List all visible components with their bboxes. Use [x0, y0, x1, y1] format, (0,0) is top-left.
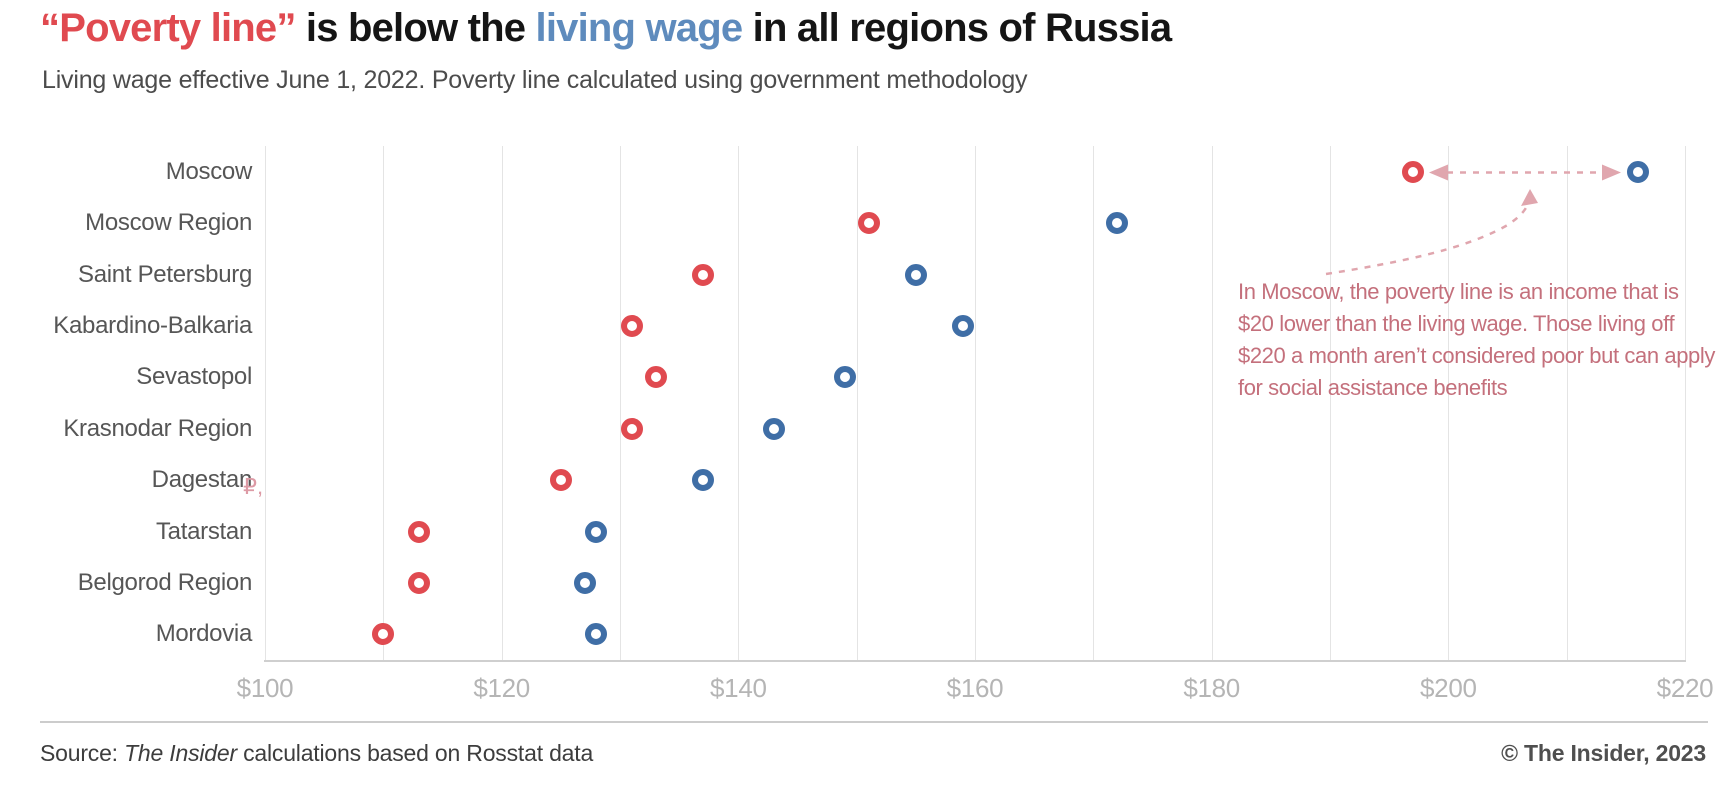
category-label-mordovia: Mordovia — [155, 620, 253, 648]
living-wage-dot-mordovia — [585, 623, 608, 646]
category-label-kabardino-balkaria: Kabardino-Balkaria — [53, 311, 252, 339]
poverty-line-dot-tatarstan — [407, 520, 430, 543]
living-wage-dot-belgorod-region — [573, 571, 596, 594]
category-label-dagestan: Dagestan — [151, 466, 253, 494]
category-label-krasnodar-region: Krasnodar Region — [63, 414, 252, 442]
poverty-line-dot-kabardino-balkaria — [620, 314, 643, 337]
poverty-line-dot-dagestan — [549, 469, 572, 492]
gridline-120 — [501, 146, 503, 660]
chart-subtitle: Living wage effective June 1, 2022. Pove… — [42, 66, 1028, 94]
stray-ruble-mark: ₽, — [243, 474, 264, 499]
category-label-moscow-region: Moscow Region — [85, 209, 252, 237]
title-poverty-segment: “Poverty line” — [40, 6, 296, 50]
x-tick-label-120: $120 — [473, 673, 530, 703]
moscow-annotation: In Moscow, the poverty line is an income… — [1238, 279, 1715, 400]
category-label-sevastopol: Sevastopol — [136, 363, 252, 391]
category-label-moscow: Moscow — [165, 157, 253, 185]
annotation-pointer-curve — [1325, 197, 1532, 276]
poverty-line-dot-saint-petersburg — [691, 263, 714, 286]
source-suffix: calculations based on Rosstat data — [236, 740, 594, 766]
poverty-line-dot-mordovia — [372, 623, 395, 646]
poverty-line-dot-moscow-region — [857, 212, 880, 235]
category-label-tatarstan: Tatarstan — [155, 517, 252, 545]
gridline-130 — [620, 146, 621, 660]
gridline-140 — [738, 146, 740, 660]
footer-divider — [40, 721, 1708, 723]
copyright: © The Insider, 2023 — [1501, 740, 1706, 766]
gridline-200 — [1448, 146, 1450, 660]
gridline-220 — [1685, 146, 1686, 660]
x-tick-label-220: $220 — [1656, 673, 1714, 703]
source-publisher: The Insider — [124, 740, 237, 766]
living-wage-dot-saint-petersburg — [904, 263, 927, 286]
gridline-180 — [1211, 146, 1213, 660]
living-wage-dot-sevastopol — [833, 366, 856, 389]
gridline-160 — [975, 146, 976, 660]
x-tick-label-100: $100 — [236, 673, 294, 703]
poverty-line-dot-krasnodar-region — [620, 417, 643, 440]
gridline-110 — [383, 146, 385, 660]
living-wage-dot-moscow — [1626, 160, 1649, 183]
living-wage-dot-krasnodar-region — [762, 417, 785, 440]
gridline-170 — [1093, 146, 1095, 660]
source-prefix: Source: — [40, 740, 125, 766]
poverty-line-dot-sevastopol — [644, 366, 667, 389]
category-label-belgorod-region: Belgorod Region — [77, 568, 253, 596]
annotation-pointer-head-icon — [1521, 189, 1538, 206]
title-rest-segment: in all regions of Russia — [742, 6, 1172, 50]
poverty-line-dot-moscow — [1401, 160, 1424, 183]
gap-arrow-right-head-icon — [1602, 164, 1621, 181]
title-living-segment: living wage — [535, 6, 744, 50]
x-tick-label-140: $140 — [710, 673, 767, 703]
living-wage-dot-kabardino-balkaria — [952, 314, 975, 337]
gap-arrow-left-head-icon — [1429, 164, 1448, 181]
chart-title: “Poverty line” is below the living wage … — [40, 6, 1172, 51]
gridline-150 — [856, 146, 858, 660]
living-wage-dot-dagestan — [691, 469, 714, 492]
gridline-100 — [265, 146, 266, 660]
living-wage-dot-moscow-region — [1106, 212, 1128, 235]
gridline-210 — [1566, 146, 1568, 660]
x-axis-line — [264, 660, 1686, 662]
x-tick-label-160: $160 — [946, 673, 1004, 703]
category-label-saint-petersburg: Saint Petersburg — [78, 260, 252, 288]
gridline-190 — [1330, 146, 1331, 660]
living-wage-dot-tatarstan — [585, 520, 608, 543]
source-note: Source: The Insider calculations based o… — [40, 740, 593, 767]
poverty-line-dot-belgorod-region — [407, 571, 430, 594]
title-mid-segment: is below the — [295, 6, 536, 50]
x-tick-label-180: $180 — [1183, 673, 1240, 703]
x-tick-label-200: $200 — [1420, 673, 1477, 703]
